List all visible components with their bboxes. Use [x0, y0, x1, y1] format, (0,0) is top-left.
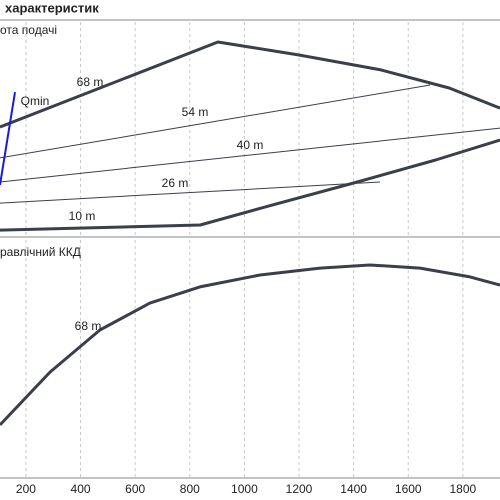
x-tick-label: 600 [125, 482, 145, 496]
curve [0, 91, 16, 186]
curve-label: 26 m [162, 176, 189, 190]
curve [0, 127, 500, 183]
x-tick-label: 200 [16, 482, 36, 496]
x-tick-label: 1400 [340, 482, 367, 496]
x-tick-label: 1000 [231, 482, 258, 496]
curve-label: 54 m [182, 105, 209, 119]
curve [0, 263, 500, 426]
curve [0, 138, 500, 232]
curve-label: 68 m [75, 319, 102, 333]
curve-label: 68 m [77, 75, 104, 89]
x-tick-label: 1600 [395, 482, 422, 496]
x-tick-label: 1200 [286, 482, 313, 496]
page-title: характеристик [5, 0, 99, 15]
curve-label: 10 m [69, 209, 96, 223]
curve-label: Qmin [21, 94, 50, 108]
curve [0, 181, 381, 204]
panel-title: ота подачі [0, 23, 57, 37]
x-tick-label: 400 [71, 482, 91, 496]
curve [0, 40, 500, 129]
x-tick-label: 800 [180, 482, 200, 496]
curve-label: 40 m [237, 138, 264, 152]
curve [0, 84, 431, 159]
x-tick-label: 1800 [450, 482, 477, 496]
panel-title: равлічний ККД [0, 245, 81, 259]
